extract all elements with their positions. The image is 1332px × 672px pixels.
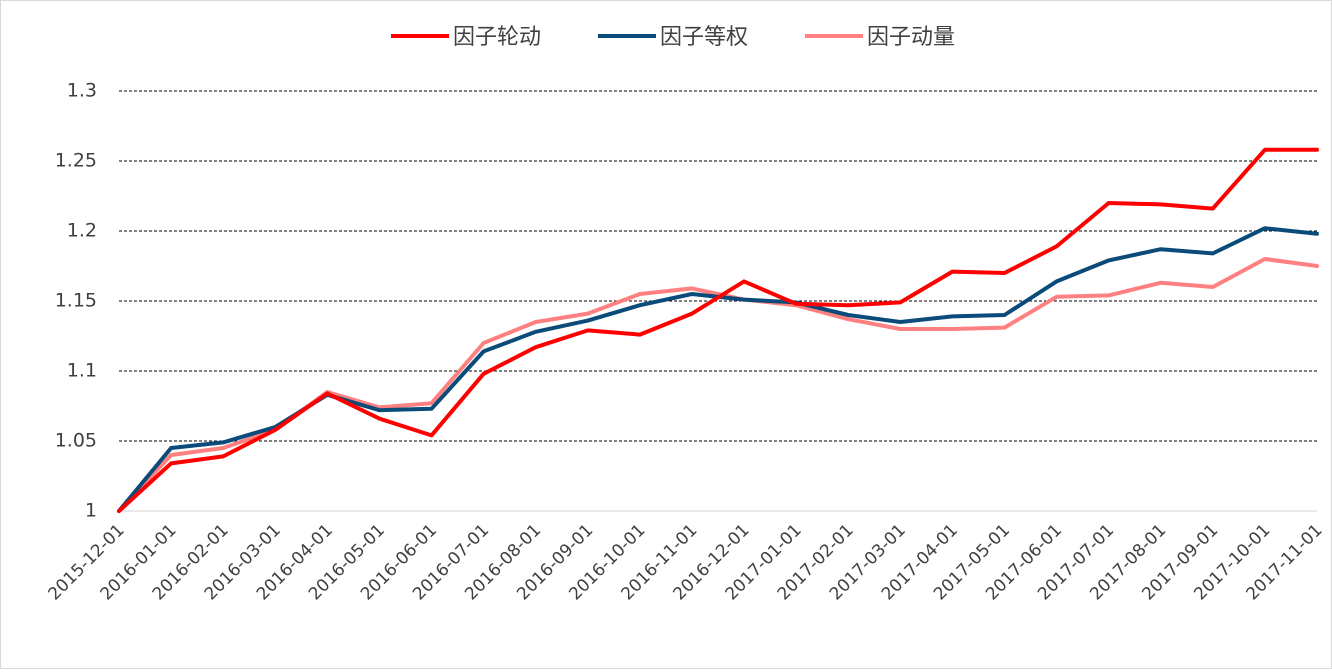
y-axis: 1 1.05 1.1 1.15 1.2 1.25 1.3 bbox=[55, 80, 97, 522]
legend: 因子轮动 因子等权 因子动量 bbox=[391, 25, 955, 50]
legend-label: 因子轮动 bbox=[453, 25, 541, 50]
y-tick-label: 1 bbox=[85, 500, 97, 522]
y-tick-label: 1.2 bbox=[67, 220, 97, 242]
gridlines bbox=[119, 90, 1317, 512]
legend-label: 因子动量 bbox=[867, 25, 955, 50]
y-tick-label: 1.3 bbox=[67, 80, 97, 102]
series-line-1 bbox=[117, 226, 1319, 513]
y-tick-label: 1.05 bbox=[55, 430, 97, 452]
y-tick-label: 1.15 bbox=[55, 290, 97, 312]
y-tick-label: 1.25 bbox=[55, 150, 97, 172]
x-axis: 2015-12-012016-01-012016-02-012016-03-01… bbox=[45, 520, 1327, 604]
legend-label: 因子等权 bbox=[660, 25, 748, 50]
series-line-0 bbox=[117, 147, 1319, 513]
y-tick-label: 1.1 bbox=[67, 360, 97, 382]
series-lines bbox=[117, 147, 1319, 513]
